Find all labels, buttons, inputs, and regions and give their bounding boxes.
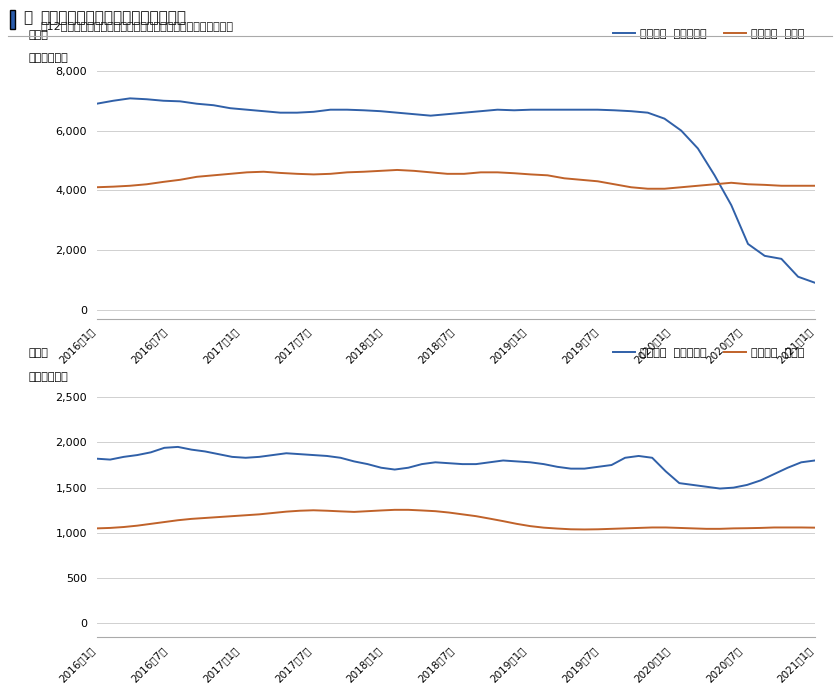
Legend: 移動平均  世帯数増減, 移動平均  着工数: 移動平均 世帯数増減, 移動平均 着工数	[608, 25, 809, 43]
Text: 世帯数: 世帯数	[29, 29, 48, 40]
Text: 世帯数増減推移と貸家着工数推移: 世帯数増減推移と貸家着工数推移	[40, 10, 186, 25]
Text: （12カ月移動平均）　（上図：東京２３区、下図：東京市部）: （12カ月移動平均） （上図：東京２３区、下図：東京市部）	[40, 21, 234, 31]
Text: 着工数（戸）: 着工数（戸）	[29, 372, 68, 382]
Text: 着工数（戸）: 着工数（戸）	[29, 53, 68, 64]
Text: 世帯数: 世帯数	[29, 349, 48, 358]
Legend: 移動平均  世帯数増減, 移動平均  着工数: 移動平均 世帯数増減, 移動平均 着工数	[608, 343, 809, 362]
Text: 図: 図	[24, 10, 33, 25]
